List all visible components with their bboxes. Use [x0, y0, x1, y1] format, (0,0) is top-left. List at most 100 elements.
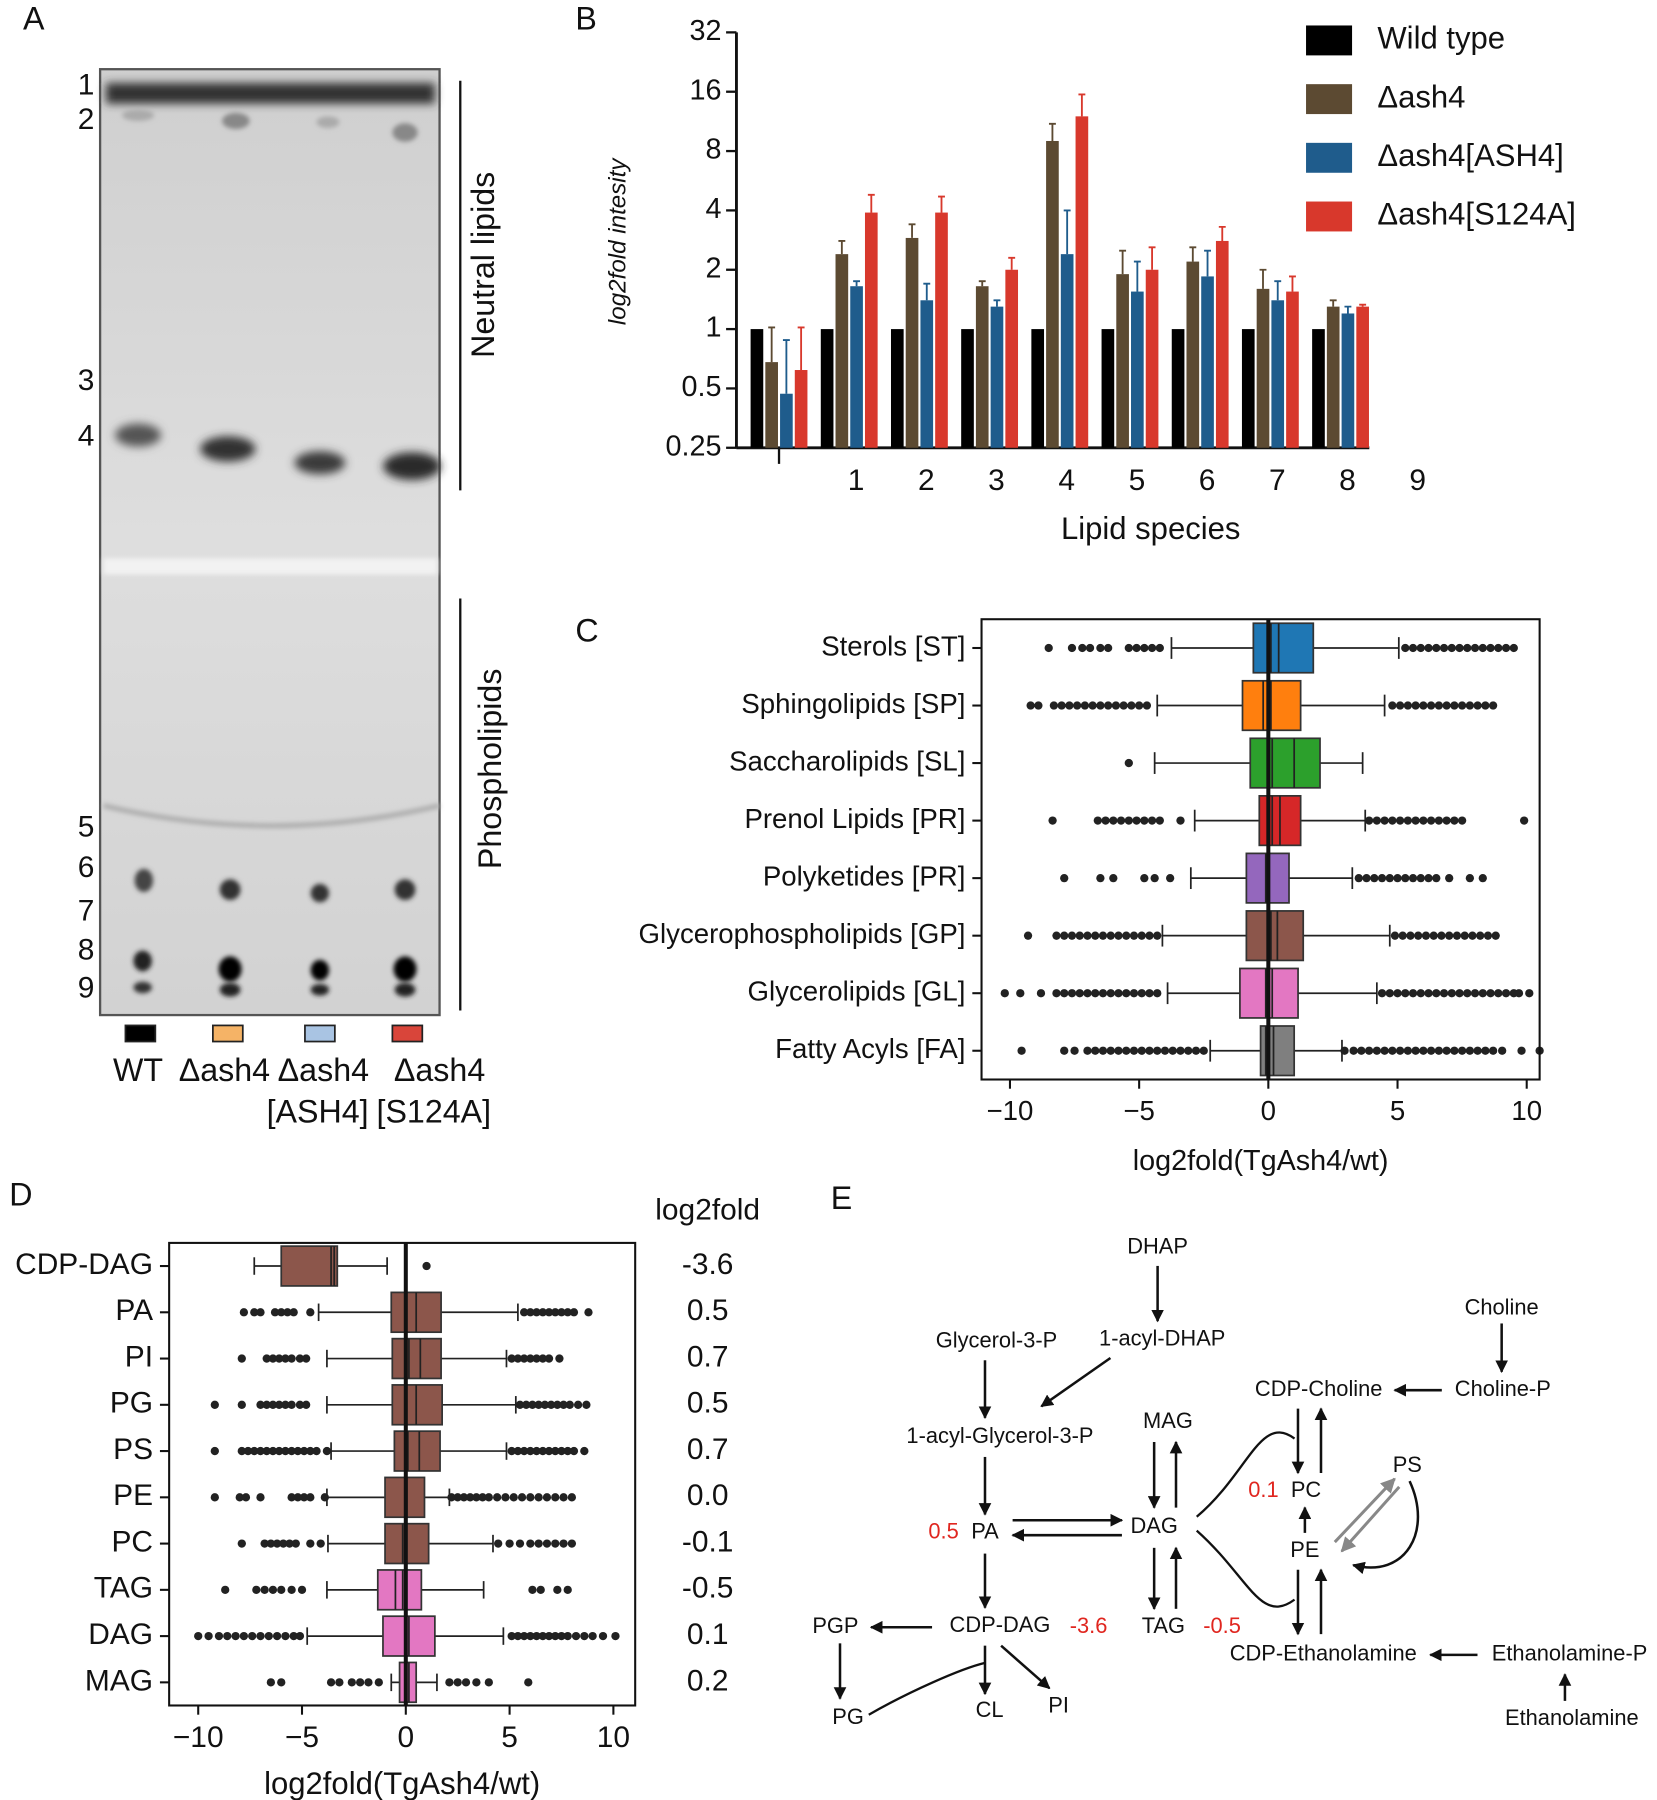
node: PGP — [812, 1613, 858, 1638]
outlier — [1483, 931, 1493, 940]
band-number: 8 — [78, 934, 95, 967]
node: CDP-Ethanolamine — [1230, 1641, 1417, 1666]
node: Ethanolamine — [1505, 1705, 1639, 1730]
outlier — [1104, 701, 1113, 710]
outlier — [1129, 989, 1139, 998]
outlier — [316, 1539, 325, 1548]
bar — [1356, 306, 1369, 448]
x-tick-label: 10 — [1511, 1095, 1542, 1126]
outlier — [1127, 701, 1136, 710]
outlier — [1481, 701, 1490, 710]
outlier — [571, 1631, 581, 1641]
outlier — [1463, 989, 1472, 998]
outlier — [1140, 873, 1149, 883]
node: Choline — [1465, 1294, 1539, 1319]
outlier — [262, 1446, 271, 1456]
outlier — [1119, 701, 1128, 710]
outlier — [559, 1493, 568, 1502]
outlier — [611, 1631, 620, 1641]
fold-value: -0.5 — [1203, 1613, 1241, 1638]
bar — [780, 393, 793, 448]
outlier — [1354, 873, 1363, 883]
legend-swatch — [1306, 201, 1353, 232]
bar — [975, 286, 989, 448]
outlier — [281, 1446, 290, 1456]
outlier — [1445, 931, 1454, 940]
outlier — [1385, 873, 1394, 883]
y-tick-label: Glycerolipids [GL] — [748, 976, 966, 1007]
outlier — [1044, 643, 1053, 653]
outlier — [289, 1308, 298, 1317]
node: 1-acyl-DHAP — [1099, 1325, 1225, 1350]
y-tick-label: 2 — [705, 252, 721, 284]
x-tick-label: 3 — [988, 464, 1005, 497]
band-number: 3 — [78, 364, 95, 397]
outlier — [281, 1354, 290, 1363]
outlier — [312, 1446, 321, 1456]
outlier — [283, 1308, 292, 1317]
outlier — [1437, 931, 1446, 940]
error-bar — [1259, 268, 1267, 289]
outlier — [1060, 1046, 1069, 1055]
outlier — [1372, 1046, 1381, 1055]
outlier — [515, 1539, 525, 1548]
outlier — [287, 1446, 296, 1456]
error-bar — [1078, 93, 1086, 117]
bar — [990, 306, 1004, 448]
band-number: 1 — [78, 68, 95, 101]
outlier — [1488, 1046, 1498, 1055]
node: MAG — [1143, 1408, 1193, 1433]
node: TAG — [1142, 1613, 1185, 1638]
outlier — [1109, 873, 1118, 883]
outlier — [1101, 816, 1110, 825]
legend-label: Wild type — [1377, 21, 1505, 56]
outlier — [1104, 643, 1113, 653]
outlier — [534, 1400, 543, 1409]
outlier — [1083, 989, 1092, 998]
outlier — [1432, 873, 1441, 883]
outlier — [567, 1539, 577, 1548]
outlier — [569, 1308, 579, 1317]
y-tick-label: 16 — [690, 74, 722, 106]
outlier — [1432, 989, 1441, 998]
y-tick-label: 1 — [705, 312, 721, 344]
outlier — [1525, 989, 1534, 998]
outlier — [526, 1446, 535, 1456]
outlier — [1166, 873, 1175, 883]
outlier — [1434, 1046, 1444, 1055]
outlier — [1478, 873, 1487, 883]
outlier — [1199, 1046, 1208, 1055]
outlier — [551, 1631, 560, 1641]
outlier — [1096, 643, 1105, 653]
bar — [1256, 288, 1270, 448]
outlier — [540, 1400, 550, 1409]
outlier — [517, 1493, 527, 1502]
y-tick-label: PS — [113, 1433, 153, 1466]
error-bar — [1133, 260, 1141, 292]
outlier — [1096, 701, 1105, 710]
outlier — [1406, 931, 1415, 940]
outlier — [484, 1493, 493, 1502]
panel-label: B — [575, 0, 596, 36]
outlier — [1106, 989, 1115, 998]
outlier — [1476, 931, 1485, 940]
outlier — [1176, 816, 1185, 825]
outlier — [1114, 989, 1123, 998]
outlier — [584, 1308, 593, 1317]
outlier — [1450, 1046, 1459, 1055]
outlier — [1088, 701, 1097, 710]
x-tick-label: 8 — [1339, 464, 1356, 497]
y-tick-label: 0.5 — [682, 371, 722, 403]
node: PC — [1291, 1477, 1321, 1502]
y-tick-label: 32 — [690, 15, 722, 47]
outlier — [1424, 989, 1433, 998]
y-tick-label: 8 — [705, 134, 721, 166]
outlier — [302, 1400, 311, 1409]
outlier — [256, 1631, 265, 1641]
bar — [835, 254, 849, 448]
bar — [1186, 261, 1200, 448]
x-tick-label: 7 — [1269, 464, 1286, 497]
x-tick-label: −10 — [173, 1721, 224, 1754]
outlier — [1468, 931, 1477, 940]
y-tick-label: Sterols [ST] — [821, 630, 965, 661]
